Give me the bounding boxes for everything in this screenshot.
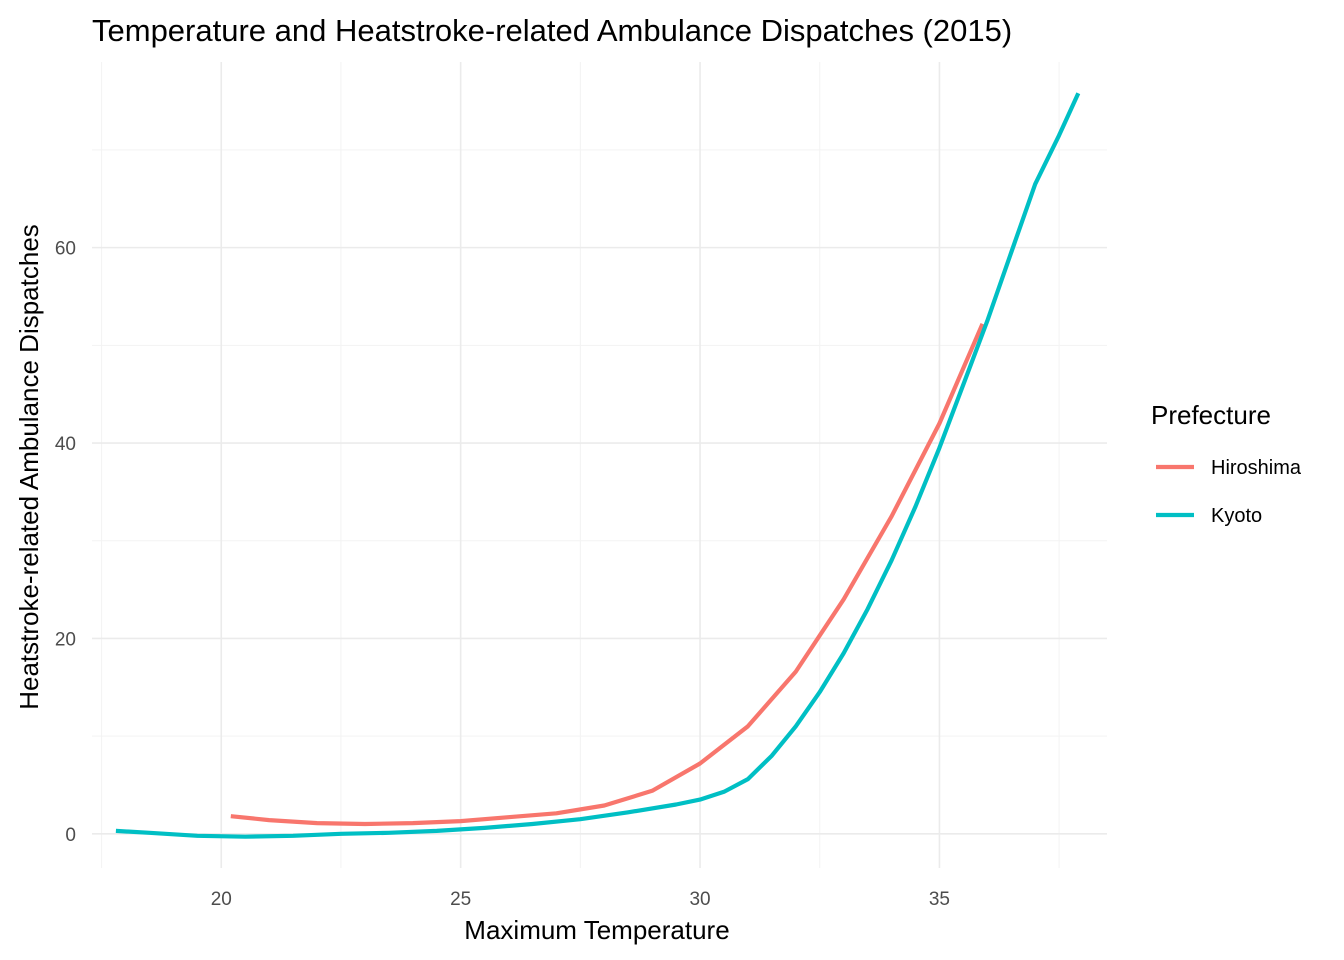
minor-gridlines [92, 62, 1107, 868]
y-tick-label-0: 0 [65, 825, 76, 846]
legend-title: Prefecture [1151, 400, 1271, 430]
series-line-kyoto [115, 92, 1081, 839]
y-tick-label-60: 60 [55, 239, 76, 260]
x-tick-label-20: 20 [211, 889, 232, 910]
series-line-hiroshima [230, 322, 985, 827]
x-tick-label-35: 35 [929, 889, 950, 910]
legend-label-hiroshima: Hiroshima [1211, 457, 1302, 479]
major-gridlines [92, 62, 1107, 868]
legend: Prefecture Hiroshima Kyoto [1151, 400, 1302, 527]
x-axis-title: Maximum Temperature [464, 915, 729, 945]
y-tick-label-20: 20 [55, 629, 76, 650]
x-axis-tick-labels: 20 25 30 35 [211, 889, 950, 910]
y-tick-label-40: 40 [55, 434, 76, 455]
y-axis-title: Heatstroke-related Ambulance Dispatches [14, 224, 44, 710]
chart-title: Temperature and Heatstroke-related Ambul… [92, 13, 1012, 48]
plot-area [92, 62, 1107, 868]
legend-items: Hiroshima Kyoto [1156, 457, 1302, 527]
y-axis-tick-labels: 0 20 40 60 [55, 239, 76, 846]
legend-label-kyoto: Kyoto [1211, 505, 1262, 527]
series-lines [115, 92, 1081, 839]
x-tick-label-25: 25 [450, 889, 471, 910]
x-tick-label-30: 30 [689, 889, 710, 910]
